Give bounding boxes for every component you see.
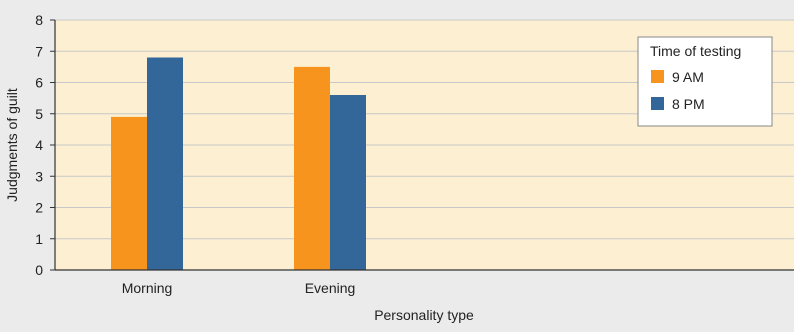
y-tick-label-6: 6 <box>35 75 43 91</box>
legend-label-9am: 9 AM <box>672 69 704 85</box>
y-tick-label-4: 4 <box>35 137 43 153</box>
y-tick-label-7: 7 <box>35 43 43 59</box>
x-tick-label-evening: Evening <box>305 280 356 296</box>
y-tick-label-8: 8 <box>35 12 43 28</box>
legend-swatch-8pm <box>651 97 664 110</box>
bar-morning-8pm <box>147 57 183 270</box>
y-tick-label-3: 3 <box>35 168 43 184</box>
x-axis-ticks: Morning Evening <box>122 280 356 296</box>
x-tick-label-morning: Morning <box>122 280 173 296</box>
bar-evening-8pm <box>330 95 366 270</box>
legend-label-8pm: 8 PM <box>672 96 705 112</box>
y-tick-label-5: 5 <box>35 106 43 122</box>
y-axis-ticks: 0 1 2 3 4 5 6 7 8 <box>35 12 55 278</box>
bar-evening-9am <box>294 66 330 270</box>
y-tick-label-1: 1 <box>35 231 43 247</box>
y-axis-label: Judgments of guilt <box>4 88 20 202</box>
y-tick-label-2: 2 <box>35 200 43 216</box>
legend: Time of testing 9 AM 8 PM <box>637 36 773 127</box>
x-axis-label: Personality type <box>374 307 474 323</box>
bars <box>111 57 366 270</box>
legend-title: Time of testing <box>650 43 741 59</box>
bar-morning-9am <box>111 116 147 270</box>
y-tick-label-0: 0 <box>35 262 43 278</box>
legend-swatch-9am <box>651 70 664 83</box>
